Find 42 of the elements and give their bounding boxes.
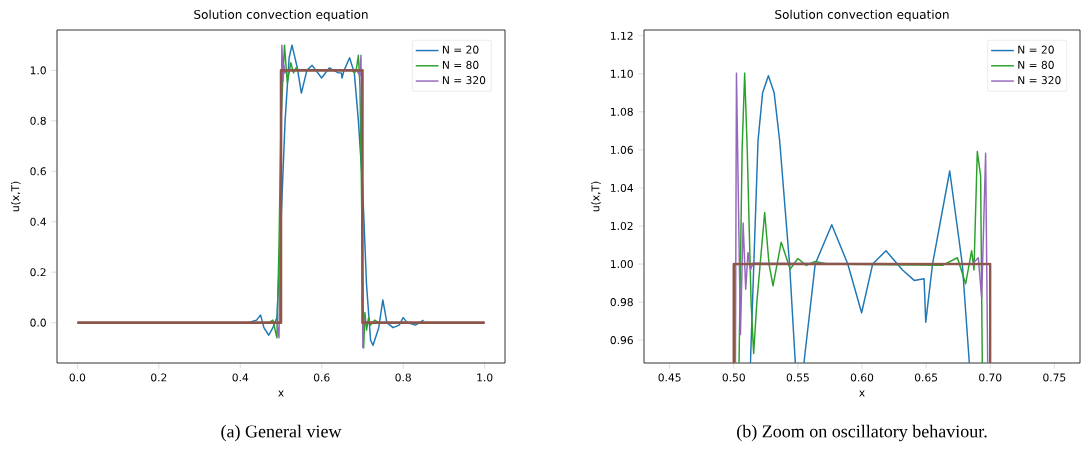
y-axis-title: u(x,T) [591,181,601,212]
y-tick-label: 1.08 [611,107,633,116]
x-tick-label: 0.8 [395,373,411,382]
legend-label: N = 80 [442,60,479,69]
y-tick-label: 1.0 [30,66,46,75]
legend-label: N = 320 [1018,76,1061,85]
x-tick-label: 0.55 [786,373,809,382]
y-tick-label: 1.12 [611,31,633,40]
y-tick-label: 0.4 [30,217,47,226]
y-tick-label: 0.2 [30,268,46,277]
y-tick-label: 0.96 [610,336,633,345]
y-tick-label: 1.10 [611,69,633,78]
y-tick-label: 0.98 [610,298,633,307]
legend-label: N = 320 [442,76,486,85]
y-tick-label: 1.06 [611,145,633,154]
legend-label: N = 80 [1018,60,1054,69]
y-tick-label: 0.8 [30,116,46,125]
legend-label: N = 20 [442,45,479,54]
text: (a) General view [221,424,342,442]
x-tick-label: 0.6 [313,373,330,382]
y-tick-label: 1.02 [611,221,633,231]
y-tick-label: 1.04 [611,183,634,192]
x-tick-label: 0.0 [69,373,86,382]
x-tick-label: 0.65 [914,373,938,382]
x-axis-title: x [278,390,284,397]
chart-title: Solution convection equation [775,9,949,22]
x-tick-label: 0.50 [722,373,745,382]
x-tick-label: 0.45 [658,373,681,382]
x-axis-title: x [859,390,865,397]
y-axis-title: u(x,T) [10,181,21,212]
y-tick-label: 0.0 [30,318,46,327]
x-tick-label: 0.75 [1043,373,1066,382]
x-tick-label: 0.70 [979,373,1002,382]
legend-label: N = 20 [1018,45,1054,54]
y-tick-label: 0.6 [30,167,46,176]
x-tick-label: 0.60 [850,373,874,382]
x-tick-label: 0.2 [151,373,167,382]
y-tick-label: 1.00 [611,260,633,269]
x-tick-label: 0.4 [232,373,249,382]
text: (b) Zoom on oscillatory behaviour. [737,424,987,442]
x-tick-label: 1.0 [477,373,493,382]
chart-title: Solution convection equation [194,9,368,22]
